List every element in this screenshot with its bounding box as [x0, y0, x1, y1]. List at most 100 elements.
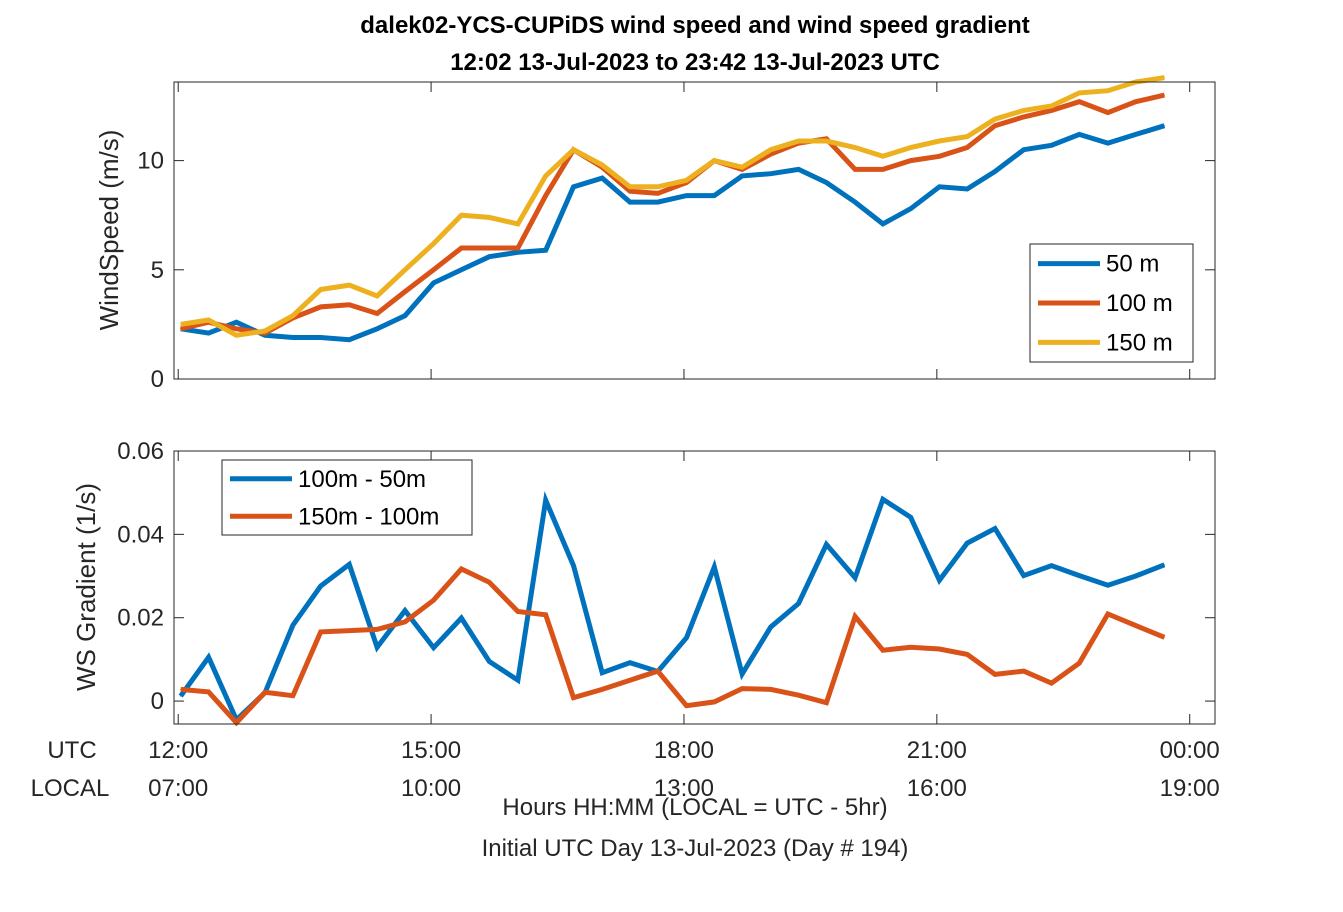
- windspeed-data-point: [376, 328, 378, 330]
- windspeed-data-point: [825, 182, 827, 183]
- windspeed-data-point: [686, 195, 687, 197]
- gradient-series-line-2: [180, 565, 1166, 727]
- gradient-data-point: [1023, 670, 1025, 672]
- windspeed-data-point: [882, 223, 884, 225]
- gradient-data-point: [1135, 575, 1137, 577]
- windspeed-data-point: [180, 323, 182, 325]
- windspeed-data-point: [798, 168, 800, 170]
- gradient-data-point: [376, 646, 378, 648]
- gradient-data-point: [1135, 625, 1137, 627]
- gradient-ylabel: WS Gradient (1/s): [71, 483, 101, 691]
- windspeed-data-point: [404, 269, 406, 271]
- gradient-data-point: [713, 701, 715, 703]
- gradient-legend-label: 150m - 100m: [298, 503, 439, 530]
- gradient-data-point: [994, 528, 996, 529]
- gradient-data-point: [1107, 613, 1109, 615]
- gradient-data-point: [180, 688, 182, 690]
- windspeed-data-point: [488, 247, 490, 249]
- windspeed-data-point: [854, 147, 856, 148]
- gradient-data-point: [292, 695, 294, 697]
- windspeed-legend-label: 150 m: [1106, 329, 1173, 356]
- local-tick-label: 10:00: [401, 775, 461, 802]
- gradient-data-point: [601, 688, 603, 690]
- gradient-data-point: [348, 563, 350, 565]
- windspeed-data-point: [601, 164, 603, 166]
- windspeed-data-point: [966, 188, 968, 190]
- windspeed-data-point: [798, 140, 800, 142]
- windspeed-data-point: [1107, 112, 1109, 114]
- gradient-data-point: [433, 647, 435, 649]
- windspeed-data-point: [938, 140, 940, 142]
- gradient-series-line-1: [178, 491, 1166, 725]
- windspeed-data-point: [488, 256, 490, 258]
- windspeed-data-point: [1163, 77, 1165, 79]
- gradient-data-point: [1163, 564, 1165, 566]
- windspeed-data-point: [517, 247, 519, 249]
- windspeed-data-point: [376, 295, 378, 297]
- gradient-data-point: [798, 694, 800, 696]
- gradient-data-point: [966, 653, 968, 655]
- windspeed-data-point: [545, 195, 547, 197]
- windspeed-data-point: [994, 125, 996, 127]
- gradient-data-point: [235, 722, 237, 724]
- windspeed-data-point: [629, 190, 631, 192]
- windspeed-ylabel: WindSpeed (m/s): [94, 130, 124, 331]
- gradient-data-point: [1023, 575, 1025, 577]
- windspeed-data-point: [882, 168, 884, 170]
- windspeed-data-point: [1078, 133, 1080, 135]
- windspeed-data-point: [460, 247, 462, 249]
- utc-tick-label: 15:00: [401, 737, 461, 764]
- chart-subtitle: 12:02 13-Jul-2023 to 23:42 13-Jul-2023 U…: [450, 49, 940, 76]
- windspeed-data-point: [1135, 101, 1137, 103]
- gradient-ytick-label: 0.04: [117, 521, 164, 548]
- gradient-data-point: [1051, 565, 1052, 567]
- windspeed-data-point: [460, 269, 462, 271]
- windspeed-ytick-label: 0: [151, 366, 164, 393]
- gradient-data-point: [573, 565, 574, 567]
- windspeed-data-point: [741, 175, 743, 177]
- utc-row-label: UTC: [47, 737, 96, 764]
- gradient-data-point: [517, 611, 519, 612]
- windspeed-plot-area: [180, 75, 1166, 343]
- windspeed-data-point: [741, 166, 743, 168]
- gradient-data-point: [686, 637, 687, 639]
- windspeed-data-point: [573, 186, 574, 188]
- gradient-data-point: [994, 673, 996, 675]
- local-tick-label: 19:00: [1160, 775, 1220, 802]
- windspeed-data-point: [292, 315, 294, 317]
- windspeed-data-point: [376, 313, 378, 314]
- gradient-data-point: [1051, 682, 1052, 684]
- windspeed-data-point: [770, 149, 772, 151]
- utc-tick-label: 18:00: [654, 737, 714, 764]
- windspeed-data-point: [657, 201, 659, 203]
- windspeed-data-point: [938, 186, 940, 188]
- gradient-legend: 100m - 50m 150m - 100m: [221, 459, 473, 536]
- gradient-data-point: [264, 691, 266, 693]
- windspeed-data-point: [320, 337, 322, 338]
- windspeed-data-point: [1163, 94, 1165, 96]
- windspeed-data-point: [1078, 92, 1080, 94]
- gradient-data-point: [488, 661, 490, 662]
- windspeed-data-point: [854, 201, 856, 203]
- gradient-data-point: [433, 599, 435, 601]
- windspeed-data-point: [994, 118, 996, 120]
- gradient-data-point: [545, 499, 547, 501]
- windspeed-data-point: [1051, 109, 1052, 111]
- windspeed-data-point: [629, 201, 631, 203]
- windspeed-data-point: [994, 171, 996, 172]
- windspeed-data-point: [433, 269, 435, 271]
- windspeed-data-point: [320, 289, 322, 290]
- gradient-data-point: [517, 679, 519, 681]
- windspeed-data-point: [1023, 109, 1025, 111]
- gradient-data-point: [910, 516, 912, 518]
- gradient-data-point: [770, 688, 772, 690]
- time-tick-labels: 12:00 07:00 15:00 10:00 18:00 13:00 21:00 16:00…: [148, 737, 1220, 802]
- windspeed-series-line-2: [180, 92, 1165, 336]
- gradient-data-point: [854, 616, 856, 617]
- utc-tick-label: 00:00: [1160, 737, 1220, 764]
- windspeed-data-point: [235, 334, 237, 336]
- windspeed-data-point: [404, 291, 406, 293]
- gradient-data-point: [854, 577, 856, 579]
- windspeed-data-point: [264, 330, 266, 332]
- windspeed-data-point: [208, 332, 210, 334]
